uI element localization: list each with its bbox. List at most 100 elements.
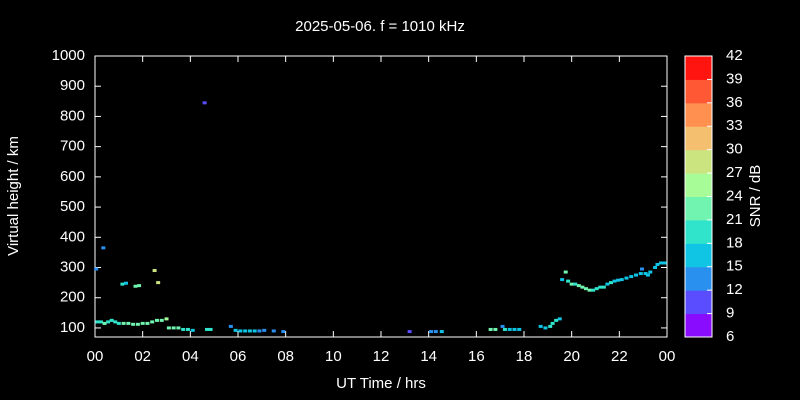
point xyxy=(238,329,243,333)
point xyxy=(550,321,555,325)
point xyxy=(563,270,568,274)
colorbar-band xyxy=(685,102,712,127)
point xyxy=(560,278,565,282)
point xyxy=(271,329,276,333)
point xyxy=(176,326,181,330)
point xyxy=(137,284,142,288)
colorbar-tick-label: 33 xyxy=(726,117,743,134)
point xyxy=(634,273,639,277)
point xyxy=(512,327,517,331)
x-tick-label: 00 xyxy=(87,348,104,365)
x-tick-label: 18 xyxy=(516,348,533,365)
colorbar-tick-label: 15 xyxy=(726,258,743,275)
point xyxy=(101,246,106,250)
point xyxy=(106,320,111,324)
x-tick-label: 02 xyxy=(134,348,151,365)
x-tick-label: 08 xyxy=(277,348,294,365)
colorbar-tick-label: 18 xyxy=(726,234,743,251)
x-tick-label: 06 xyxy=(230,348,247,365)
point xyxy=(140,321,145,325)
point xyxy=(171,326,176,330)
point xyxy=(629,275,634,279)
colorbar-band xyxy=(685,149,712,174)
point xyxy=(205,327,210,331)
x-axis-label: UT Time / hrs xyxy=(336,375,426,392)
point xyxy=(507,327,512,331)
point xyxy=(252,329,257,333)
y-tick-label: 700 xyxy=(60,138,85,155)
point xyxy=(257,329,262,333)
y-tick-label: 800 xyxy=(60,107,85,124)
point xyxy=(439,330,444,334)
point xyxy=(94,267,99,271)
point xyxy=(612,279,617,283)
point xyxy=(488,327,493,331)
point xyxy=(233,328,238,332)
point xyxy=(228,324,233,328)
colorbar-band xyxy=(685,243,712,268)
colorbar-label: SNR / dB xyxy=(747,165,764,228)
point xyxy=(113,320,118,324)
point xyxy=(502,327,507,331)
colorbar-band xyxy=(685,126,712,151)
y-axis-label: Virtual height / km xyxy=(5,136,22,256)
point xyxy=(166,326,171,330)
point xyxy=(185,327,190,331)
x-tick-label: 16 xyxy=(468,348,485,365)
colorbar-band xyxy=(685,266,712,291)
point xyxy=(543,326,548,330)
point xyxy=(594,287,599,291)
point xyxy=(598,285,603,289)
point xyxy=(624,276,629,280)
point xyxy=(159,318,164,322)
y-tick-label: 500 xyxy=(60,198,85,215)
point xyxy=(557,317,562,321)
y-tick-label: 1000 xyxy=(52,47,85,64)
colorbar-tick-label: 30 xyxy=(726,141,743,158)
point xyxy=(407,330,412,334)
point xyxy=(116,321,121,325)
y-tick-label: 100 xyxy=(60,319,85,336)
point xyxy=(554,318,559,322)
point xyxy=(591,288,596,292)
point xyxy=(202,101,207,105)
point xyxy=(102,321,107,325)
point xyxy=(608,281,613,285)
point xyxy=(154,318,159,322)
point xyxy=(643,272,648,276)
colorbar-tick-label: 27 xyxy=(726,164,743,181)
point xyxy=(131,322,136,326)
point xyxy=(517,327,522,331)
point xyxy=(619,278,624,282)
colorbar-tick-label: 36 xyxy=(726,94,743,111)
point xyxy=(247,329,252,333)
colorbar-tick-label: 21 xyxy=(726,211,743,228)
colorbar-band xyxy=(685,79,712,104)
x-tick-label: 20 xyxy=(563,348,580,365)
point xyxy=(653,266,658,270)
point xyxy=(655,262,660,266)
colorbar-tick-label: 24 xyxy=(726,187,743,204)
point xyxy=(583,287,588,291)
point xyxy=(548,324,553,328)
colorbar-band xyxy=(685,313,712,338)
point xyxy=(190,328,195,332)
point xyxy=(95,320,100,324)
colorbar-tick-label: 6 xyxy=(726,328,734,345)
y-tick-label: 400 xyxy=(60,228,85,245)
point xyxy=(156,281,161,285)
colorbar-tick-label: 39 xyxy=(726,70,743,87)
point xyxy=(639,267,644,271)
point xyxy=(566,279,571,283)
chart-title: 2025-05-06. f = 1010 kHz xyxy=(295,18,465,35)
point xyxy=(538,324,543,328)
point xyxy=(120,282,125,286)
colorbar-tick-label: 9 xyxy=(726,305,734,322)
point xyxy=(659,261,664,265)
y-tick-label: 200 xyxy=(60,289,85,306)
x-tick-label: 12 xyxy=(373,348,390,365)
point xyxy=(638,272,643,276)
colorbar-tick-label: 42 xyxy=(726,47,743,64)
point xyxy=(576,284,581,288)
point xyxy=(181,327,186,331)
